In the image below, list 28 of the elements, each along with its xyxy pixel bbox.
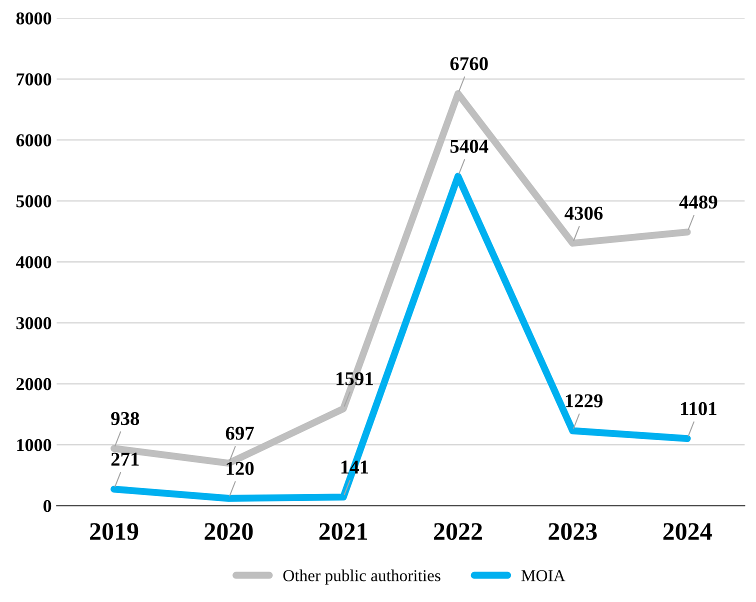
- y-tick-label: 6000: [16, 134, 52, 146]
- x-tick-label: 2019: [90, 523, 138, 540]
- legend-label: Other public authorities: [283, 570, 440, 585]
- data-label: 4306: [564, 206, 603, 220]
- data-label: 5404: [450, 140, 488, 153]
- data-label: 1229: [566, 394, 603, 408]
- data-label: 4489: [679, 196, 718, 209]
- x-tick-label: 2024: [663, 523, 712, 540]
- y-tick-label: 7000: [16, 73, 52, 86]
- y-tick-label: 3000: [16, 317, 52, 330]
- x-tick-label: 2023: [548, 523, 597, 540]
- data-label: 1591: [336, 372, 373, 386]
- y-tick-label: 5000: [16, 195, 52, 208]
- y-tick-label: 1000: [17, 438, 52, 452]
- y-tick-label: 2000: [16, 378, 52, 390]
- x-tick-label: 2021: [319, 523, 368, 540]
- y-tick-label: 8000: [16, 12, 52, 24]
- data-label: 1101: [681, 402, 716, 416]
- y-tick-label: 0: [44, 500, 52, 512]
- data-label: 120: [226, 462, 254, 475]
- data-label: 6760: [450, 57, 488, 70]
- data-label: 697: [226, 426, 254, 440]
- y-tick-label: 4000: [16, 256, 52, 268]
- data-label: 938: [111, 412, 140, 426]
- x-tick-label: 2020: [204, 523, 253, 540]
- x-tick-label: 2022: [434, 523, 482, 540]
- data-label: 271: [111, 452, 139, 466]
- legend-label: MOIA: [521, 570, 566, 582]
